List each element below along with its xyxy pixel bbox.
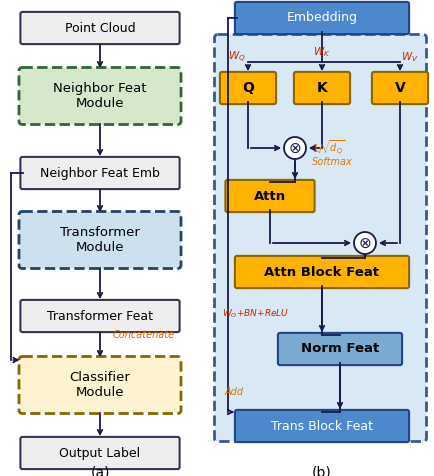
FancyBboxPatch shape [294,72,350,104]
Text: Q: Q [242,81,254,95]
Text: Softmax: Softmax [312,157,353,167]
Text: ⊗: ⊗ [289,140,301,156]
Text: Transformer
Module: Transformer Module [60,226,140,254]
FancyBboxPatch shape [19,357,181,414]
FancyBboxPatch shape [20,12,180,44]
FancyBboxPatch shape [20,157,180,189]
FancyBboxPatch shape [20,300,180,332]
FancyBboxPatch shape [372,72,428,104]
Text: $W_Q$: $W_Q$ [228,50,246,65]
Text: $W_K$: $W_K$ [313,45,331,59]
Text: Neighbor Feat
Module: Neighbor Feat Module [53,82,147,110]
Text: V: V [395,81,405,95]
Text: Concatenate: Concatenate [113,330,175,340]
FancyBboxPatch shape [220,72,276,104]
FancyBboxPatch shape [235,256,409,288]
FancyBboxPatch shape [235,410,409,442]
FancyBboxPatch shape [214,34,427,442]
FancyBboxPatch shape [19,68,181,125]
Text: Embedding: Embedding [286,11,358,24]
Text: Norm Feat: Norm Feat [301,343,379,356]
Text: $1/\sqrt{d_Q}$: $1/\sqrt{d_Q}$ [312,139,345,157]
Text: Attn: Attn [254,189,286,202]
Circle shape [354,232,376,254]
Text: ⊗: ⊗ [358,236,372,250]
Text: Output Label: Output Label [59,446,141,459]
FancyBboxPatch shape [225,180,315,212]
Text: Transformer Feat: Transformer Feat [47,309,153,323]
Text: Attn Block Feat: Attn Block Feat [264,266,379,278]
Text: (a): (a) [90,465,110,476]
FancyBboxPatch shape [19,211,181,268]
Text: $W_O$+BN+ReLU: $W_O$+BN+ReLU [222,308,289,320]
Text: $W_V$: $W_V$ [401,50,419,64]
Text: K: K [317,81,327,95]
Text: Trans Block Feat: Trans Block Feat [271,419,373,433]
Text: Neighbor Feat Emb: Neighbor Feat Emb [40,167,160,179]
Text: Classifier
Module: Classifier Module [69,371,131,399]
Text: Point Cloud: Point Cloud [65,21,135,34]
Text: (b): (b) [312,465,332,476]
FancyBboxPatch shape [235,2,409,34]
FancyBboxPatch shape [278,333,402,365]
Text: Add: Add [225,387,244,397]
Circle shape [284,137,306,159]
FancyBboxPatch shape [20,437,180,469]
